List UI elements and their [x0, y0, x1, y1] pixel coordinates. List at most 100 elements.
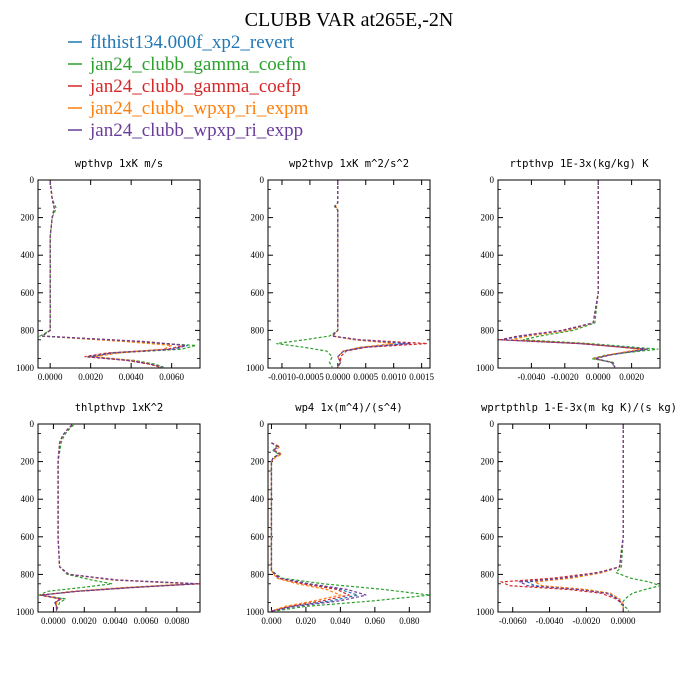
series-line	[499, 424, 624, 612]
x-tick-label: -0.0060	[499, 616, 527, 626]
x-tick-label: 0.0010	[381, 372, 406, 382]
x-tick-label: 0.020	[296, 616, 317, 626]
y-tick-label: 400	[481, 494, 495, 504]
panel-title: thlpthvp 1xK^2	[75, 402, 164, 414]
series-group	[499, 180, 659, 368]
legend-entry: jan24_clubb_gamma_coefm	[68, 54, 307, 75]
series-line	[614, 424, 660, 612]
x-tick-label: -0.0005	[296, 372, 324, 382]
x-tick-label: 0.0020	[72, 616, 97, 626]
y-tick-label: 0	[490, 175, 495, 185]
y-tick-label: 1000	[16, 363, 35, 373]
y-tick-label: 200	[481, 213, 495, 223]
y-tick-label: 400	[21, 250, 35, 260]
chart-panel: wp2thvp 1xK m^2/s^202004006008001000-0.0…	[246, 158, 434, 382]
y-tick-label: 1000	[476, 607, 495, 617]
x-tick-label: 0.000	[261, 616, 282, 626]
series-group	[38, 180, 197, 368]
y-tick-label: 400	[21, 494, 35, 504]
x-tick-label: 0.0040	[103, 616, 128, 626]
x-tick-label: 0.0000	[586, 372, 611, 382]
y-tick-label: 0	[260, 419, 265, 429]
chart-panel: thlpthvp 1xK^2 0 200 400 600 800 1000 0.0000 0.0…	[16, 402, 201, 626]
x-tick-label: 0.0000	[41, 616, 66, 626]
series-line	[499, 180, 646, 368]
x-tick-label: 0.0060	[159, 372, 184, 382]
x-tick-label: 0.0080	[164, 616, 189, 626]
y-tick-label: 800	[481, 569, 495, 579]
x-tick-label: 0.060	[365, 616, 386, 626]
chart-panel: rtpthvp 1E-3x(kg/kg) K 0 200 400 600 800 1000 -…	[476, 158, 661, 382]
y-tick-label: 200	[481, 457, 495, 467]
x-tick-label: -0.0040	[536, 616, 564, 626]
series-line	[270, 442, 343, 612]
legend-label: jan24_clubb_wpxp_ri_expm	[89, 98, 309, 119]
series-line	[511, 180, 641, 368]
y-tick-label: 600	[251, 288, 265, 298]
y-tick-label: 600	[481, 288, 495, 298]
series-line	[40, 180, 174, 368]
series-line	[40, 180, 187, 368]
x-tick-label: 0.0060	[134, 616, 159, 626]
x-tick-label: -0.0040	[518, 372, 546, 382]
figure-title: CLUBB VAR at265E,-2N	[245, 9, 454, 31]
plot-frame	[37, 179, 201, 369]
plot-frame	[37, 423, 201, 613]
series-line	[525, 424, 624, 612]
series-line	[40, 424, 197, 612]
x-tick-label: 0.0020	[78, 372, 103, 382]
x-tick-label: 0.0015	[409, 372, 434, 382]
series-line	[532, 424, 624, 612]
x-tick-label: 0.040	[330, 616, 351, 626]
series-group	[270, 442, 430, 612]
y-tick-label: 800	[251, 325, 265, 335]
legend-entry: jan24_clubb_wpxp_ri_expm	[68, 98, 309, 119]
series-line	[38, 180, 197, 368]
y-tick-label: 200	[251, 213, 265, 223]
x-tick-label: 0.0000	[325, 372, 350, 382]
series-line	[330, 180, 405, 368]
legend-entry: flthist134.000f_xp2_revert	[68, 32, 295, 53]
x-tick-label: 0.0040	[119, 372, 144, 382]
series-line	[270, 442, 351, 612]
y-tick-label: 0	[260, 175, 265, 185]
series-group	[38, 424, 200, 612]
y-tick-label: 1000	[476, 363, 495, 373]
panel-title: wp2thvp 1xK m^2/s^2	[289, 158, 409, 170]
panel-title: wp4 1x(m^4)/(s^4)	[295, 402, 402, 414]
y-tick-label: 400	[251, 494, 265, 504]
series-line	[522, 180, 659, 368]
y-tick-label: 1000	[16, 607, 35, 617]
x-tick-label: 0.0000	[611, 616, 636, 626]
panel-title: wpthvp 1xK m/s	[75, 158, 164, 170]
series-line	[42, 424, 190, 612]
x-tick-label: -0.0020	[572, 616, 600, 626]
legend-label: jan24_clubb_gamma_coefp	[89, 76, 301, 97]
y-tick-label: 200	[21, 213, 35, 223]
series-group	[499, 424, 660, 612]
legend-label: jan24_clubb_gamma_coefm	[89, 54, 307, 75]
y-tick-label: 200	[251, 457, 265, 467]
series-line	[276, 180, 339, 368]
plot-frame	[497, 179, 661, 369]
series-line	[270, 442, 367, 612]
panel-title: rtpthvp 1E-3x(kg/kg) K	[509, 158, 649, 170]
legend-entry: jan24_clubb_wpxp_ri_expp	[68, 120, 303, 141]
y-tick-label: 800	[251, 569, 265, 579]
y-tick-label: 200	[21, 457, 35, 467]
series-line	[517, 424, 624, 612]
series-line	[40, 180, 188, 368]
series-line	[330, 180, 411, 368]
y-tick-label: 1000	[246, 363, 265, 373]
y-tick-label: 600	[481, 532, 495, 542]
series-line	[330, 180, 428, 368]
series-group	[276, 180, 428, 368]
series-line	[40, 180, 184, 368]
series-line	[270, 442, 430, 612]
x-tick-label: 0.0000	[38, 372, 63, 382]
y-tick-label: 600	[251, 532, 265, 542]
